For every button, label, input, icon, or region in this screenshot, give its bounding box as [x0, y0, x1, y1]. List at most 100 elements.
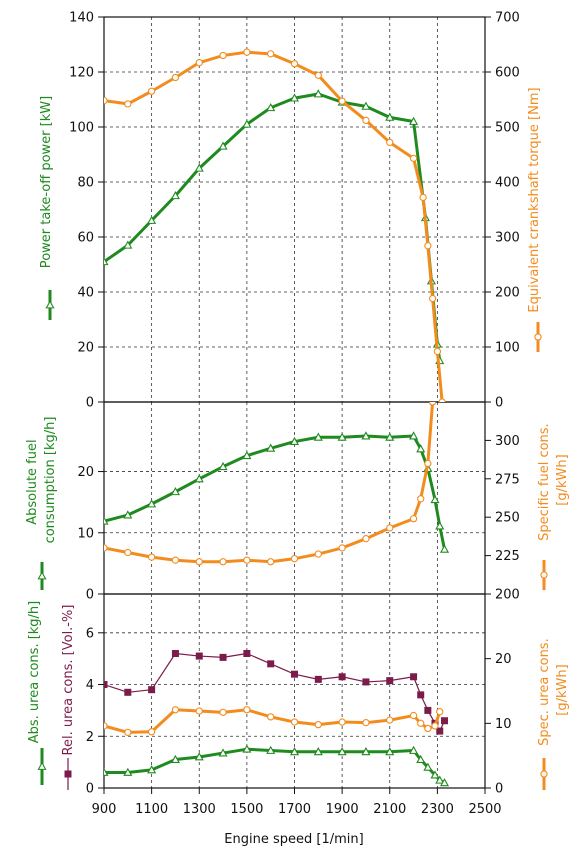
series-point-p3-s1-6: [218, 748, 228, 757]
left-tick-label-p2-0: 0: [86, 588, 94, 603]
series-point-p3-s1-11: [337, 747, 347, 756]
series-point-p3-s3-14: [409, 711, 418, 720]
key-panel3-abs-urea-marker: [37, 761, 47, 770]
series-point-p2-s1-3: [147, 499, 157, 508]
series-point-p3-s1-9: [289, 747, 300, 756]
series-point-p3-s2-10: [314, 675, 322, 683]
series-point-p2-s1-12: [361, 431, 371, 440]
left-tick-label-p1-0: 0: [86, 396, 94, 411]
key-panel3-rel-urea-marker: [64, 770, 72, 778]
series-point-p2-s2-7: [243, 556, 251, 564]
series-point-p1-s2-9: [290, 60, 299, 68]
right-tick-label-p2-250: 250: [495, 511, 520, 526]
panel1-left-axis-label: Power take-off power [kW]: [39, 96, 54, 268]
series-point-p2-s2-5: [195, 558, 203, 566]
series-point-p3-s3-6: [219, 708, 227, 716]
series-point-p1-s2-14: [409, 154, 418, 162]
series-point-p1-s2-10: [314, 71, 322, 79]
right-tick-label-p1-600: 600: [495, 66, 520, 81]
panel3-left-axis-label-rel: Rel. urea cons. [Vol.-%]: [61, 605, 76, 756]
series-point-p2-s2-8: [267, 558, 275, 566]
series-point-p2-s1-2: [123, 510, 133, 519]
series-point-p2-s1-13: [385, 432, 395, 441]
series-point-p2-s1-14: [409, 431, 419, 440]
panel-1-series-group: [104, 48, 446, 402]
left-tick-label-p1-60: 60: [77, 231, 94, 246]
x-tick-label-2300: 2300: [421, 802, 454, 817]
series-point-p1-s2-15: [419, 193, 427, 202]
series-point-p1-s2-19: [438, 398, 446, 402]
series-point-p2-s2-14: [409, 515, 418, 523]
series-point-p1-s2-7: [243, 48, 251, 56]
series-line-p2-s2: [104, 402, 435, 564]
series-point-p3-s2-12: [362, 678, 370, 686]
series-point-p2-s2-10: [314, 550, 322, 558]
series-point-p2-s2-13: [386, 524, 394, 532]
series-point-p3-s1-5: [194, 752, 204, 761]
series-point-p1-s2-6: [219, 51, 227, 60]
series-point-p2-s1-5: [194, 474, 204, 483]
panel3-right-axis-label: Spec. urea cons. [g/kWh]: [537, 634, 570, 746]
right-tick-label-p1-400: 400: [495, 176, 520, 191]
right-tick-label-p2-275: 275: [495, 472, 520, 487]
series-point-p1-s1-10: [313, 89, 323, 98]
series-point-p1-s1-5: [194, 163, 204, 172]
x-tick-label-1100: 1100: [135, 802, 168, 817]
key-panel2-abs-fuel-marker: [37, 571, 47, 580]
x-axis-label: Engine speed [1/min]: [224, 832, 363, 847]
left-tick-label-p3-4: 4: [86, 678, 94, 693]
series-point-p1-s1-8: [266, 103, 276, 112]
panel2-right-axis-label-line2: [g/kWh]: [555, 454, 570, 505]
series-point-p3-s3-4: [171, 706, 180, 714]
series-point-p2-s1-8: [266, 443, 276, 452]
series-point-p1-s1-2: [123, 240, 133, 249]
panel3-right-axis-label-line1: Spec. urea cons.: [537, 638, 552, 746]
right-tick-label-p3-20: 20: [495, 652, 512, 667]
left-tick-label-p1-120: 120: [69, 66, 94, 81]
x-tick-label-2100: 2100: [373, 802, 406, 817]
series-point-p1-s1-6: [218, 141, 228, 150]
series-point-p3-s3-2: [124, 728, 132, 737]
series-point-p3-s2-3: [148, 686, 156, 694]
series-point-p2-s1-19: [439, 544, 450, 553]
series-point-p3-s2-15: [417, 691, 425, 699]
series-point-p3-s2-11: [338, 673, 346, 681]
right-tick-label-p2-300: 300: [495, 434, 520, 449]
left-tick-label-p2-20: 20: [77, 465, 94, 480]
right-tick-label-p1-700: 700: [495, 11, 520, 26]
right-tick-label-p2-200: 200: [495, 588, 520, 603]
left-tick-label-p2-10: 10: [77, 526, 94, 541]
series-point-p3-s3-11: [338, 718, 346, 726]
series-point-p1-s1-7: [242, 119, 252, 128]
series-point-p3-s2-9: [291, 670, 298, 678]
series-point-p1-s1-1: [104, 257, 109, 266]
tick-layer: 900 1100 1300 1500 1700 1900 2100 2300 250002040…: [69, 11, 520, 818]
series-point-p2-s2-1: [104, 544, 108, 552]
series-point-p3-s2-2: [124, 688, 132, 696]
series-point-p1-s1-14: [409, 116, 419, 125]
left-tick-label-p3-2: 2: [86, 730, 94, 745]
series-point-p2-s2-3: [147, 553, 156, 561]
x-tick-label-900: 900: [92, 802, 117, 817]
series-point-p3-s2-1: [104, 681, 108, 689]
right-tick-label-p1-0: 0: [495, 396, 503, 411]
x-tick-label-2500: 2500: [468, 802, 501, 817]
series-point-p2-s1-17: [430, 494, 440, 504]
series-point-p1-s1-13: [385, 112, 395, 121]
series-point-p2-s2-12: [362, 535, 370, 543]
series-point-p1-s2-8: [267, 50, 275, 58]
x-tick-label-1900: 1900: [326, 802, 359, 817]
panel2-left-axis-label: Absolute fuel consumption [kg/h]: [25, 417, 58, 544]
series-point-p3-s2-4: [171, 649, 179, 657]
key-panel2-spec-fuel-marker: [540, 571, 548, 579]
left-tick-label-p1-80: 80: [77, 176, 94, 191]
panel2-right-axis-label: Specific fuel cons. [g/kWh]: [537, 419, 570, 541]
series-point-p3-s1-3: [147, 765, 157, 774]
series-point-p2-s1-4: [170, 487, 180, 496]
series-point-p1-s1-9: [289, 93, 300, 102]
panel2-left-axis-label-line1: Absolute fuel: [25, 439, 40, 524]
series-point-p3-s1-4: [170, 754, 180, 763]
series-point-p3-s3-16: [424, 724, 432, 733]
series-point-p3-s2-18: [436, 727, 444, 735]
